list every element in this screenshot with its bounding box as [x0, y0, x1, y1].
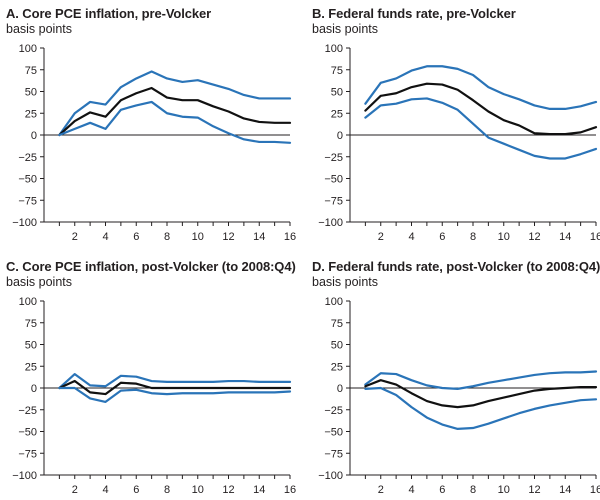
series-line-lower-band	[58, 100, 292, 144]
x-tick-label: 16	[284, 231, 296, 243]
y-tick-label: −75	[18, 195, 37, 207]
y-tick-label: −100	[318, 217, 343, 229]
y-axis-label: basis points	[6, 22, 73, 36]
y-tick-label: 0	[337, 130, 343, 142]
x-tick-label: 8	[164, 484, 170, 496]
panel-b: B. Federal funds rate, pre-Volcker basis…	[306, 0, 600, 245]
x-tick-label: 4	[102, 231, 108, 243]
series-line-lower-band	[58, 386, 292, 404]
y-tick-label: 100	[19, 296, 37, 308]
x-tick-label: 6	[133, 484, 139, 496]
chart-plot: −100 −75 −50 −25 0 25 50 75 100 2 4 6 8 10 12 14 16	[12, 296, 296, 496]
y-tick-label: 75	[331, 318, 343, 330]
series-line-upper-band	[364, 65, 598, 111]
series-line-estimate	[58, 86, 292, 137]
x-tick-label: 10	[498, 484, 510, 496]
x-tick-label: 6	[439, 231, 445, 243]
x-tick-label: 14	[253, 484, 265, 496]
y-tick-label: −100	[318, 470, 343, 482]
chart-title: D. Federal funds rate, post-Volcker (to …	[312, 259, 600, 274]
y-tick-label: 50	[331, 87, 343, 99]
x-tick-label: 8	[470, 231, 476, 243]
y-axis-label: basis points	[6, 275, 73, 289]
x-tick-label: 2	[378, 231, 384, 243]
y-tick-label: −75	[18, 448, 37, 460]
x-tick-label: 6	[133, 231, 139, 243]
chart-title: B. Federal funds rate, pre-Volcker	[312, 6, 516, 21]
x-tick-label: 6	[439, 484, 445, 496]
x-tick-label: 8	[164, 231, 170, 243]
y-tick-label: 50	[25, 340, 37, 352]
x-tick-label: 10	[498, 231, 510, 243]
x-tick-label: 14	[559, 484, 571, 496]
x-tick-label: 2	[378, 484, 384, 496]
chart-title: A. Core PCE inflation, pre-Volcker	[6, 6, 212, 21]
x-tick-label: 4	[408, 231, 414, 243]
series-line-lower-band	[364, 386, 598, 430]
x-tick-label: 10	[192, 231, 204, 243]
y-tick-label: −75	[324, 448, 343, 460]
chart-title: C. Core PCE inflation, post-Volcker (to …	[6, 259, 296, 274]
y-tick-label: 50	[25, 87, 37, 99]
y-tick-label: 75	[331, 65, 343, 77]
x-tick-label: 16	[590, 484, 600, 496]
x-tick-label: 2	[72, 484, 78, 496]
x-tick-label: 12	[528, 231, 540, 243]
y-tick-label: 25	[25, 361, 37, 373]
series-line-estimate	[364, 82, 598, 136]
y-tick-label: −25	[324, 405, 343, 417]
x-tick-label: 12	[222, 484, 234, 496]
y-tick-label: −25	[18, 152, 37, 164]
panel-c: C. Core PCE inflation, post-Volcker (to …	[0, 253, 296, 498]
y-tick-label: 50	[331, 340, 343, 352]
x-tick-label: 4	[102, 484, 108, 496]
x-tick-label: 12	[222, 231, 234, 243]
y-tick-label: −50	[324, 427, 343, 439]
y-tick-label: 25	[331, 108, 343, 120]
series-line-upper-band	[58, 372, 292, 390]
y-tick-label: 100	[325, 296, 343, 308]
series-line-estimate	[58, 379, 292, 396]
chart-plot: −100 −75 −50 −25 0 25 50 75 100 2 4 6 8 10 12 14 16	[318, 43, 600, 243]
y-tick-label: 100	[19, 43, 37, 55]
series-line-upper-band	[58, 70, 292, 137]
panel-a: A. Core PCE inflation, pre-Volcker basis…	[0, 0, 296, 245]
x-tick-label: 10	[192, 484, 204, 496]
x-tick-label: 4	[408, 484, 414, 496]
y-tick-label: 100	[325, 43, 343, 55]
x-tick-label: 16	[284, 484, 296, 496]
x-tick-label: 14	[559, 231, 571, 243]
y-tick-label: 0	[337, 383, 343, 395]
y-tick-label: 25	[331, 361, 343, 373]
y-tick-label: −75	[324, 195, 343, 207]
series-line-upper-band	[364, 370, 598, 390]
y-tick-label: −25	[18, 405, 37, 417]
y-tick-label: 75	[25, 318, 37, 330]
y-tick-label: −50	[18, 174, 37, 186]
y-tick-label: 0	[31, 130, 37, 142]
chart-plot: −100 −75 −50 −25 0 25 50 75 100 2 4 6 8 10 12 14 16	[12, 43, 296, 243]
y-tick-label: −50	[324, 174, 343, 186]
series-line-estimate	[364, 379, 598, 409]
x-tick-label: 2	[72, 231, 78, 243]
y-tick-label: 75	[25, 65, 37, 77]
chart-plot: −100 −75 −50 −25 0 25 50 75 100 2 4 6 8 10 12 14 16	[318, 296, 600, 496]
y-tick-label: −100	[12, 217, 37, 229]
y-tick-label: 25	[25, 108, 37, 120]
y-tick-label: −25	[324, 152, 343, 164]
x-tick-label: 12	[528, 484, 540, 496]
x-tick-label: 14	[253, 231, 265, 243]
x-tick-label: 16	[590, 231, 600, 243]
y-tick-label: −100	[12, 470, 37, 482]
y-axis-label: basis points	[312, 22, 379, 36]
panel-d: D. Federal funds rate, post-Volcker (to …	[306, 253, 600, 498]
y-axis-label: basis points	[312, 275, 379, 289]
y-tick-label: −50	[18, 427, 37, 439]
series-line-lower-band	[364, 97, 598, 160]
x-tick-label: 8	[470, 484, 476, 496]
y-tick-label: 0	[31, 383, 37, 395]
